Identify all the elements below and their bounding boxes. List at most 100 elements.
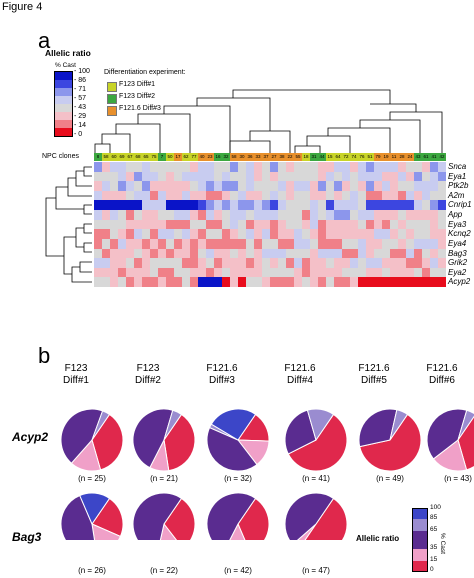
- heatmap-cell: [286, 238, 295, 249]
- heatmap-cell: [286, 258, 295, 269]
- heatmap-cell: [174, 171, 183, 182]
- column-header-line: F121.6: [284, 363, 316, 374]
- heatmap-cell: [190, 238, 199, 249]
- diff-swatch: [107, 106, 117, 116]
- heatmap-cell: [414, 181, 423, 192]
- heatmap-cell: [334, 258, 343, 269]
- clone-id: 17: [174, 153, 182, 161]
- legend-b-tick: 65: [430, 526, 438, 533]
- clone-id: 50: [166, 153, 174, 161]
- heatmap-cell: [414, 248, 423, 259]
- heatmap-cell: [374, 258, 383, 269]
- heatmap-cell: [286, 277, 295, 288]
- heatmap-cell: [390, 277, 399, 288]
- heatmap-cell: [398, 267, 407, 278]
- heatmap-cell: [294, 181, 303, 192]
- heatmap-cell: [318, 200, 327, 211]
- clone-id: 32: [222, 153, 230, 161]
- dendrogram-branch: [79, 261, 92, 273]
- heatmap-cell: [222, 267, 231, 278]
- heatmap-cell: [126, 248, 135, 259]
- heatmap-cell: [430, 162, 439, 172]
- heatmap-cell: [118, 248, 127, 259]
- heatmap-cell: [342, 267, 351, 278]
- heatmap-cell: [406, 277, 415, 288]
- n-label: (n = 42): [224, 566, 252, 575]
- dendrogram-branch: [71, 266, 92, 283]
- heatmap-cell: [374, 162, 383, 172]
- pie-slice: [426, 408, 468, 460]
- legend-a-tick: - 0: [74, 131, 83, 138]
- heatmap-cell: [150, 229, 159, 240]
- heatmap-cell: [374, 210, 383, 220]
- clone-id: 30: [238, 153, 246, 161]
- heatmap-cell: [134, 258, 143, 269]
- heatmap-cell: [94, 248, 103, 259]
- heatmap-cell: [382, 190, 391, 201]
- heatmap-cell: [246, 181, 255, 192]
- heatmap-cell: [278, 219, 287, 230]
- heatmap-cell: [158, 248, 167, 259]
- heatmap-cell: [414, 219, 423, 230]
- heatmap-cell: [182, 267, 191, 278]
- heatmap-cell: [238, 162, 247, 172]
- heatmap-cell: [238, 267, 247, 278]
- heatmap-cell: [406, 248, 415, 259]
- heatmap-cell: [262, 200, 271, 211]
- heatmap-cell: [422, 229, 431, 240]
- heatmap-cell: [214, 181, 223, 192]
- pie-slice: [132, 408, 174, 469]
- clone-id: 79: [374, 153, 382, 161]
- heatmap-cell: [94, 162, 103, 172]
- heatmap-cell: [94, 258, 103, 269]
- column-header: F123 Diff#2: [118, 363, 178, 387]
- dendrogram-branch: [232, 89, 391, 104]
- heatmap-cell: [278, 238, 287, 249]
- heatmap-cell: [366, 219, 375, 230]
- heatmap-cell: [166, 171, 175, 182]
- heatmap-cell: [110, 238, 119, 249]
- clone-id: 75: [150, 153, 158, 161]
- pie-slice: [163, 413, 196, 472]
- legend-a-tick: - 71: [74, 86, 87, 93]
- heatmap-cell: [118, 238, 127, 249]
- heatmap-cell: [270, 277, 279, 288]
- diff-label: F121.6 Diff#3: [119, 105, 161, 112]
- heatmap-cell: [382, 267, 391, 278]
- heatmap-cell: [102, 219, 111, 230]
- heatmap-cell: [294, 229, 303, 240]
- heatmap-cell: [382, 171, 391, 182]
- heatmap-cell: [358, 181, 367, 192]
- heatmap-cell: [342, 181, 351, 192]
- heatmap-cell: [414, 229, 423, 240]
- heatmap-cell: [102, 190, 111, 201]
- heatmap-cell: [406, 210, 415, 220]
- heatmap-cell: [206, 248, 215, 259]
- heatmap-cell: [262, 277, 271, 288]
- dendrogram-branch: [389, 111, 443, 156]
- heatmap-cell: [182, 277, 191, 288]
- heatmap-cell: [222, 162, 231, 172]
- heatmap-cell: [262, 190, 271, 201]
- heatmap-cell: [286, 267, 295, 278]
- legend-b-swatch: [413, 561, 427, 571]
- gene-label: Ptk2b: [448, 181, 469, 191]
- heatmap-cell: [350, 219, 359, 230]
- heatmap-cell: [326, 248, 335, 259]
- heatmap-cell: [134, 190, 143, 201]
- pie-slice: [132, 492, 183, 540]
- clone-id: 15: [326, 153, 334, 161]
- heatmap-cell: [158, 200, 167, 211]
- heatmap-cell: [382, 248, 391, 259]
- heatmap-cell: [158, 171, 167, 182]
- heatmap-cell: [414, 162, 423, 172]
- column-header-line: Diff#1: [63, 375, 89, 386]
- heatmap-cell: [262, 267, 271, 278]
- heatmap-cell: [390, 267, 399, 278]
- legend-a-swatch: [55, 120, 72, 128]
- heatmap-cell: [206, 238, 215, 249]
- heatmap-cell: [366, 277, 375, 288]
- heatmap-cell: [302, 248, 311, 259]
- heatmap-cell: [398, 190, 407, 201]
- heatmap-cell: [126, 200, 135, 211]
